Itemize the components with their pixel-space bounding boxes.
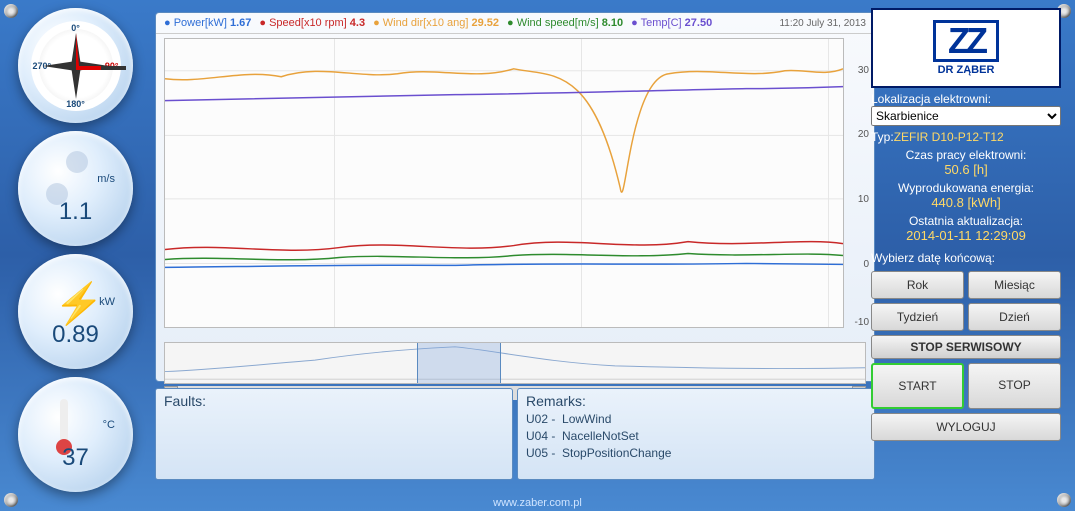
thermometer-icon — [60, 399, 68, 449]
chart-legend: ● Power[kW] 1.67 ● Speed[x10 rpm] 4.3 ● … — [156, 13, 874, 34]
overview-chart[interactable] — [164, 342, 866, 384]
temp-value: 37 — [62, 444, 89, 472]
runtime-label: Czas pracy elektrowni: — [871, 148, 1061, 162]
wind-unit: m/s — [97, 173, 115, 185]
rok-button[interactable]: Rok — [871, 271, 964, 299]
energy-label: Wyprodukowana energia: — [871, 181, 1061, 195]
power-gauge: ⚡ kW 0.89 — [18, 254, 133, 369]
legend-winddir[interactable]: ● Wind dir[x10 ang] 29.52 — [373, 17, 499, 29]
power-value: 0.89 — [52, 321, 99, 349]
power-unit: kW — [99, 296, 115, 308]
compass-needle — [76, 66, 126, 70]
stop-button[interactable]: STOP — [968, 363, 1061, 409]
overview-selection[interactable] — [417, 343, 501, 383]
remark-row: U04 - NacelleNotSet — [526, 428, 866, 445]
faults-title: Faults: — [164, 393, 504, 409]
tydzien-button[interactable]: Tydzień — [871, 303, 964, 331]
energy-value: 440.8 [kWh] — [871, 195, 1061, 210]
faults-panel: Faults: — [155, 388, 513, 480]
enddate-label: Wybierz datę końcową: — [871, 251, 1061, 265]
chart-timestamp: 11:20 July 31, 2013 — [779, 18, 866, 29]
bolt-icon: ⚡ — [54, 280, 104, 327]
logo: ZZ DR ZĄBER — [871, 8, 1061, 88]
update-value: 2014-01-11 12:29:09 — [871, 228, 1061, 243]
series-winddir — [165, 69, 843, 192]
logout-button[interactable]: WYLOGUJ — [871, 413, 1061, 441]
screw-decor — [1057, 493, 1071, 507]
temp-unit: °C — [103, 419, 115, 431]
legend-windspd[interactable]: ● Wind speed[m/s] 8.10 — [507, 17, 623, 29]
start-button[interactable]: START — [871, 363, 964, 409]
location-label: Lokalizacja elektrowni: — [871, 92, 1061, 106]
runtime-value: 50.6 [h] — [871, 162, 1061, 177]
series-temp — [165, 87, 843, 101]
wind-value: 1.1 — [59, 198, 92, 226]
logo-mark: ZZ — [933, 20, 999, 62]
main-chart[interactable]: 30 20 10 0 -10 9 am 10 am 11 am — [164, 38, 844, 328]
screw-decor — [4, 4, 18, 18]
series-windspd — [165, 254, 843, 260]
windspeed-gauge: m/s 1.1 — [18, 131, 133, 246]
gauge-column: 0° 180° 90° 270° m/s 1.1 ⚡ kW 0.89 °C 37 — [18, 8, 138, 492]
remarks-panel: Remarks: U02 - LowWind U04 - NacelleNotS… — [517, 388, 875, 480]
update-label: Ostatnia aktualizacja: — [871, 214, 1061, 228]
logo-subtitle: DR ZĄBER — [938, 64, 995, 76]
remarks-title: Remarks: — [526, 393, 866, 409]
location-select[interactable]: Skarbienice — [871, 106, 1061, 126]
compass-gauge: 0° 180° 90° 270° — [18, 8, 133, 123]
legend-power[interactable]: ● Power[kW] 1.67 — [164, 17, 251, 29]
type-line: Typ:ZEFIR D10-P12-T12 — [871, 130, 1061, 144]
remark-row: U02 - LowWind — [526, 411, 866, 428]
chart-panel: ● Power[kW] 1.67 ● Speed[x10 rpm] 4.3 ● … — [155, 12, 875, 382]
temp-gauge: °C 37 — [18, 377, 133, 492]
series-power — [165, 263, 843, 267]
screw-decor — [4, 493, 18, 507]
chart-svg — [165, 39, 843, 327]
remark-row: U05 - StopPositionChange — [526, 445, 866, 462]
side-panel: ZZ DR ZĄBER Lokalizacja elektrowni: Skar… — [871, 8, 1061, 441]
dzien-button[interactable]: Dzień — [968, 303, 1061, 331]
miesiac-button[interactable]: Miesiąc — [968, 271, 1061, 299]
footer-link[interactable]: www.zaber.com.pl — [493, 497, 582, 509]
series-speed — [165, 242, 843, 251]
legend-temp[interactable]: ● Temp[C] 27.50 — [631, 17, 712, 29]
stop-serwisowy-button[interactable]: STOP SERWISOWY — [871, 335, 1061, 359]
legend-speed[interactable]: ● Speed[x10 rpm] 4.3 — [259, 17, 365, 29]
